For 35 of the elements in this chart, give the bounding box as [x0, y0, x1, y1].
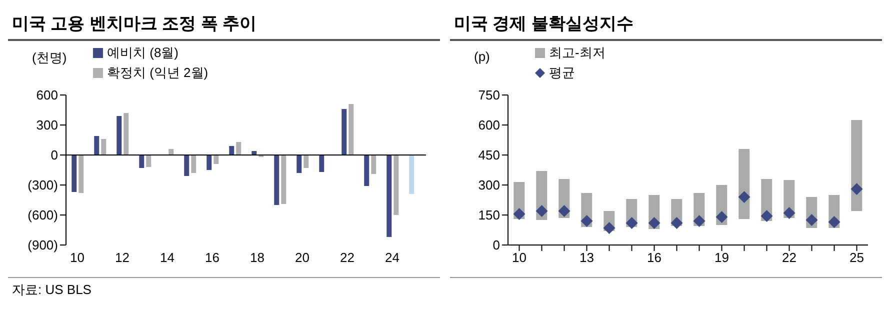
- legend-label: 예비치 (8월): [107, 44, 178, 62]
- y-tick-label: 0: [492, 238, 500, 253]
- x-tick-label: 16: [647, 250, 662, 266]
- x-tick-label: 19: [714, 250, 729, 266]
- legend-label: 최고-최저: [549, 44, 606, 62]
- y-tick-label: (600): [28, 208, 58, 223]
- legend-label: 평균: [549, 64, 575, 82]
- x-tick-label: 24: [385, 250, 400, 266]
- y-tick-label: 300: [478, 178, 500, 193]
- chart-title: 미국 고용 벤치마크 조정 폭 추이: [8, 8, 440, 41]
- y-tick-label: 0: [50, 148, 58, 163]
- chart-title: 미국 경제 불확실성지수: [450, 8, 882, 41]
- y-axis-title: (천명): [32, 49, 67, 67]
- y-tick-label: (900): [28, 238, 58, 253]
- x-tick-label: 22: [782, 250, 796, 266]
- y-tick-label: 600: [478, 118, 500, 133]
- y-tick-label: 450: [478, 148, 500, 163]
- x-tick-label: 20: [295, 250, 310, 266]
- text: 자료: US BLS: [12, 282, 92, 297]
- x-tick-label: 16: [205, 250, 220, 266]
- x-tick-label: 12: [115, 250, 130, 266]
- y-axis-title: (p): [474, 49, 490, 64]
- x-tick-label: 22: [340, 250, 354, 266]
- y-tick-label: 750: [478, 88, 500, 103]
- y-tick-label: 150: [478, 208, 500, 223]
- y-tick-label: 300: [36, 118, 58, 133]
- x-tick-label: 13: [580, 250, 594, 266]
- x-tick-label: 18: [250, 250, 264, 266]
- y-tick-label: 600: [36, 88, 58, 103]
- x-tick-label: 10: [70, 250, 84, 266]
- x-tick-label: 14: [160, 250, 174, 266]
- y-tick-label: (300): [28, 178, 58, 193]
- legend-label: 확정치 (익년 2월): [107, 64, 208, 82]
- x-tick-label: 25: [850, 250, 864, 266]
- x-tick-label: 10: [512, 250, 526, 266]
